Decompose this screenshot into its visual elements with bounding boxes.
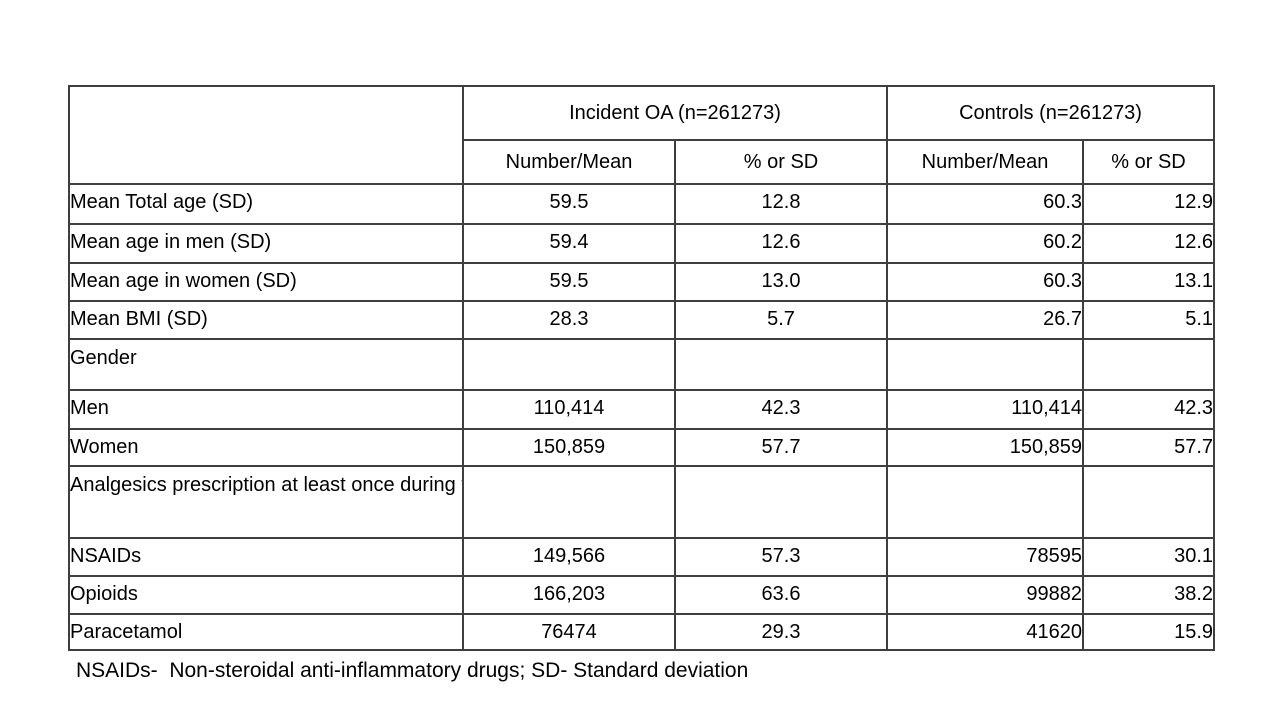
cell: 149,566	[462, 537, 676, 577]
subheader-controls-number-mean: Number/Mean	[886, 139, 1085, 185]
cell: 110,414	[886, 389, 1085, 430]
cell	[1082, 465, 1216, 539]
cell: 30.1	[1082, 537, 1216, 577]
row-label: Women	[68, 428, 464, 467]
cell: 13.1	[1082, 262, 1216, 302]
cell: 13.0	[673, 262, 889, 302]
table-section-row: Analgesics prescription at least once du…	[68, 465, 1216, 539]
cell	[886, 338, 1085, 391]
row-label: Paracetamol	[68, 613, 464, 651]
cell: 5.7	[673, 300, 889, 340]
cell: 28.3	[462, 300, 676, 340]
cell: 59.5	[462, 183, 676, 225]
cell: 60.3	[886, 262, 1085, 302]
cell: 5.1	[1082, 300, 1216, 340]
cell: 41620	[886, 613, 1085, 651]
section-label-analgesics: Analgesics prescription at least once du…	[68, 465, 464, 539]
table-row: Paracetamol 76474 29.3 41620 15.9	[68, 613, 1216, 651]
cell: 78595	[886, 537, 1085, 577]
row-label: Men	[68, 389, 464, 430]
cell: 57.7	[1082, 428, 1216, 467]
cell: 42.3	[673, 389, 889, 430]
cell: 57.7	[673, 428, 889, 467]
table-corner-cell	[68, 85, 464, 185]
row-label: Opioids	[68, 575, 464, 615]
cell: 57.3	[673, 537, 889, 577]
cell: 12.9	[1082, 183, 1216, 225]
table-section-row: Gender	[68, 338, 1216, 391]
cell	[1082, 338, 1216, 391]
subheader-incident-number-mean: Number/Mean	[462, 139, 676, 185]
cell: 15.9	[1082, 613, 1216, 651]
column-header-incident-oa: Incident OA (n=261273)	[461, 85, 889, 141]
table-row: Mean age in men (SD) 59.4 12.6 60.2 12.6	[68, 223, 1216, 264]
cell	[462, 338, 676, 391]
row-label: NSAIDs	[68, 537, 464, 577]
cell	[462, 465, 676, 539]
cell: 63.6	[673, 575, 889, 615]
row-label: Mean age in men (SD)	[68, 223, 464, 264]
table-row: Opioids 166,203 63.6 99882 38.2	[68, 575, 1216, 615]
cell: 38.2	[1082, 575, 1216, 615]
cell: 60.2	[886, 223, 1085, 264]
baseline-characteristics-table: Incident OA (n=261273) Controls (n=26127…	[68, 85, 1216, 651]
cell: 12.6	[1082, 223, 1216, 264]
cell: 76474	[462, 613, 676, 651]
cell: 60.3	[886, 183, 1085, 225]
cell: 59.5	[462, 262, 676, 302]
subheader-controls-percent-sd: % or SD	[1082, 139, 1216, 185]
row-label: Mean Total age (SD)	[68, 183, 464, 225]
table-row: Men 110,414 42.3 110,414 42.3	[68, 389, 1216, 430]
cell: 150,859	[462, 428, 676, 467]
cell: 42.3	[1082, 389, 1216, 430]
cell: 12.8	[673, 183, 889, 225]
subheader-incident-percent-sd: % or SD	[673, 139, 889, 185]
column-header-controls: Controls (n=261273)	[886, 85, 1216, 141]
row-label: Mean age in women (SD)	[68, 262, 464, 302]
cell: 29.3	[673, 613, 889, 651]
cell: 59.4	[462, 223, 676, 264]
table-row: Mean Total age (SD) 59.5 12.8 60.3 12.9	[68, 183, 1216, 225]
cell: 166,203	[462, 575, 676, 615]
cell	[673, 465, 889, 539]
table-row: Women 150,859 57.7 150,859 57.7	[68, 428, 1216, 467]
table-group-header-row: Incident OA (n=261273) Controls (n=26127…	[68, 85, 1216, 185]
table-row: Mean age in women (SD) 59.5 13.0 60.3 13…	[68, 262, 1216, 302]
table-footnote: NSAIDs- Non-steroidal anti-inflammatory …	[76, 659, 749, 682]
cell: 99882	[886, 575, 1085, 615]
table-row: NSAIDs 149,566 57.3 78595 30.1	[68, 537, 1216, 577]
table-subheader-row: Number/Mean % or SD Number/Mean % or SD	[69, 139, 1216, 185]
cell	[673, 338, 889, 391]
table-row: Mean BMI (SD) 28.3 5.7 26.7 5.1	[68, 300, 1216, 340]
cell: 26.7	[886, 300, 1085, 340]
section-label-gender: Gender	[68, 338, 464, 391]
cell: 12.6	[673, 223, 889, 264]
cell: 110,414	[462, 389, 676, 430]
row-label: Mean BMI (SD)	[68, 300, 464, 340]
cell: 150,859	[886, 428, 1085, 467]
cell	[886, 465, 1085, 539]
